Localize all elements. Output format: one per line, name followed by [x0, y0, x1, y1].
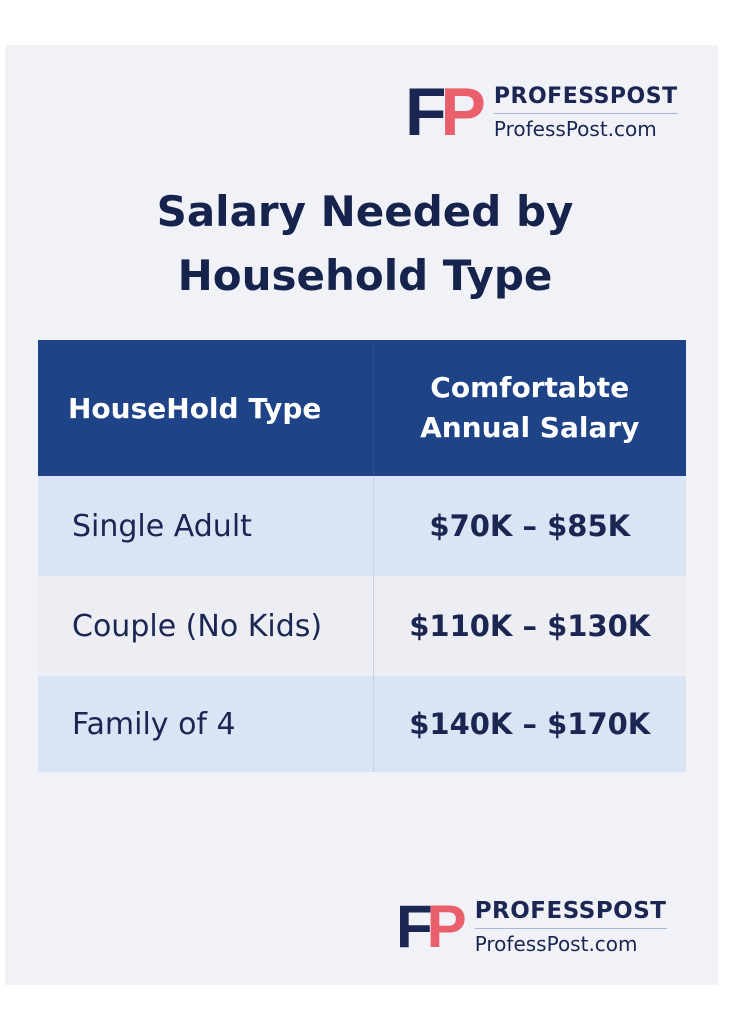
logo-bottom: FP PROFESSPOST ProfessPost.com — [396, 897, 667, 957]
table-header-row: HouseHold Type Comfortabte Annual Salary — [38, 340, 686, 476]
household-type-cell: Family of 4 — [38, 676, 373, 772]
fp-logo-mark: FP — [405, 74, 486, 150]
table-row: Family of 4 $140K – $170K — [38, 676, 686, 772]
header-household-type: HouseHold Type — [38, 340, 373, 476]
brand-name: PROFESSPOST — [474, 898, 667, 929]
table-row: Single Adult $70K – $85K — [38, 476, 686, 576]
brand-name: PROFESSPOST — [493, 84, 678, 114]
household-type-cell: Couple (No Kids) — [38, 576, 373, 676]
household-type-cell: Single Adult — [38, 476, 373, 576]
salary-cell: $110K – $130K — [372, 576, 686, 676]
table-row: Couple (No Kids) $110K – $130K — [38, 576, 686, 676]
header-salary: Comfortabte Annual Salary — [372, 340, 686, 476]
page-title: Salary Needed by Household Type — [156, 187, 574, 300]
brand-url: ProfessPost.com — [474, 932, 638, 956]
salary-cell: $140K – $170K — [372, 676, 686, 772]
logo-top: FP PROFESSPOST ProfessPost.com — [405, 78, 678, 146]
fp-logo-mark: FP — [396, 893, 467, 960]
salary-table: HouseHold Type Comfortabte Annual Salary … — [38, 340, 686, 772]
brand-url: ProfessPost.com — [493, 116, 657, 141]
salary-cell: $70K – $85K — [372, 476, 686, 576]
